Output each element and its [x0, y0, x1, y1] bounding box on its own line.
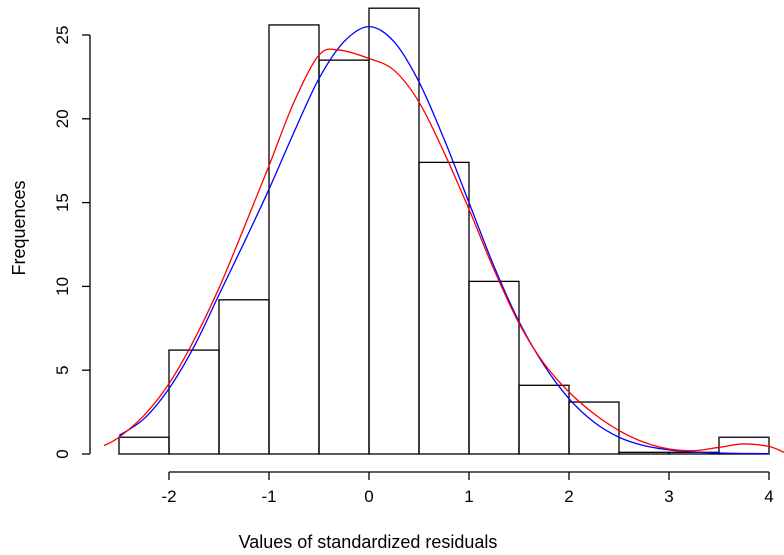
histogram-bar: [318, 59, 370, 455]
histogram-bar: [568, 401, 620, 455]
x-axis: -2 -1 0 1 2 3 4: [161, 471, 774, 506]
density-curves: [103, 25, 784, 455]
density-curve-red: [103, 48, 784, 453]
x-tick-label: 1: [464, 487, 473, 506]
histogram-bar: [268, 24, 320, 455]
y-tick-label: 15: [53, 193, 72, 212]
y-tick-label: 0: [53, 449, 72, 458]
x-tick-label: -2: [161, 487, 176, 506]
y-axis: 0 5 10 15 20 25: [53, 26, 91, 459]
x-tick-label: 3: [664, 487, 673, 506]
histogram-bars: [118, 7, 770, 455]
x-tick-label: 4: [764, 487, 773, 506]
x-axis-title: Values of standardized residuals: [239, 532, 498, 552]
histogram-bar: [618, 451, 670, 455]
x-tick-label: 0: [364, 487, 373, 506]
density-curve-blue: [118, 25, 770, 455]
y-tick-label: 5: [53, 365, 72, 374]
histogram-bar: [118, 436, 170, 455]
histogram-bar: [168, 349, 220, 455]
histogram-bar: [418, 161, 470, 455]
x-tick-label: 2: [564, 487, 573, 506]
y-tick-label: 20: [53, 109, 72, 128]
y-axis-title: Frequences: [9, 180, 29, 275]
histogram-bar: [518, 384, 570, 455]
histogram-bar: [218, 299, 270, 455]
histogram-bar: [368, 7, 420, 455]
histogram-bar: [468, 280, 520, 455]
y-tick-label: 10: [53, 277, 72, 296]
x-tick-label: -1: [261, 487, 276, 506]
y-tick-label: 25: [53, 26, 72, 45]
